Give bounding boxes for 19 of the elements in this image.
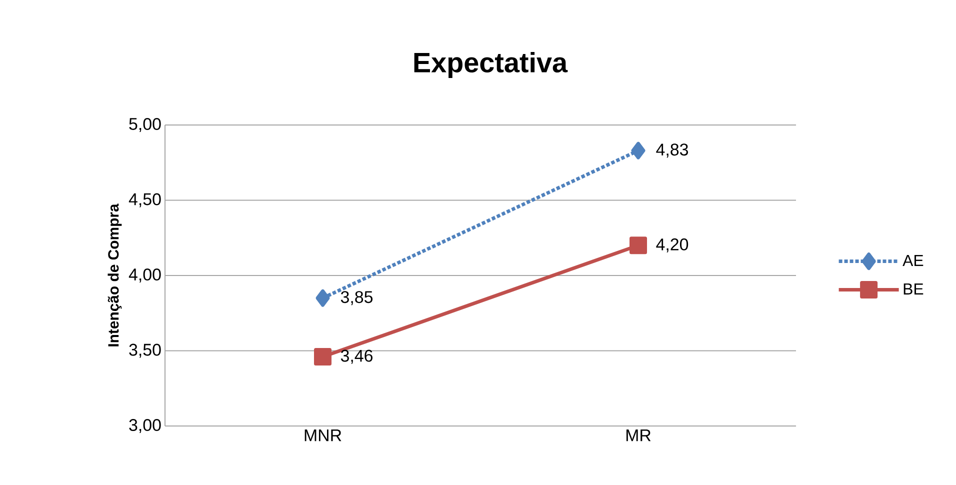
point bbox=[316, 289, 330, 307]
x-tick-label: MR bbox=[626, 430, 651, 442]
data-label: 4,83 bbox=[656, 144, 688, 158]
legend-label: AE bbox=[902, 255, 924, 266]
point bbox=[631, 142, 646, 160]
y-tick-label: 3,00 bbox=[129, 419, 161, 433]
x-tick-label: MNR bbox=[304, 430, 342, 442]
data-label: 4,20 bbox=[656, 238, 688, 252]
point bbox=[630, 236, 648, 254]
point bbox=[314, 348, 332, 366]
legend-label: BE bbox=[904, 283, 924, 294]
data-label: 3,85 bbox=[340, 291, 373, 306]
y-tick-label: 3,50 bbox=[129, 344, 161, 358]
y-axis-title: Intenção de Compra bbox=[108, 204, 122, 346]
y-tick-label: 4,50 bbox=[128, 193, 161, 208]
y-tick-label: 4,00 bbox=[128, 268, 161, 282]
chart-title: Expectativa bbox=[414, 52, 568, 78]
data-label: 3,46 bbox=[340, 350, 372, 364]
y-tick-label: 5,00 bbox=[129, 118, 161, 132]
